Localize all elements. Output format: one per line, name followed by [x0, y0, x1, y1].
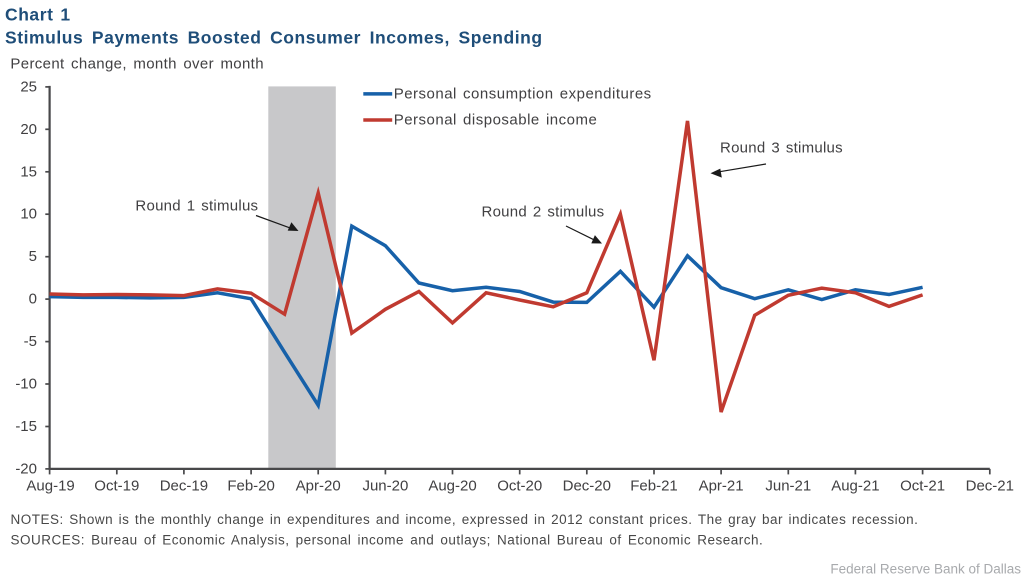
svg-text:Oct-20: Oct-20 [497, 478, 542, 495]
svg-text:20: 20 [20, 121, 37, 138]
svg-text:-10: -10 [15, 376, 37, 393]
svg-text:Oct-19: Oct-19 [94, 478, 139, 495]
svg-text:Round 3 stimulus: Round 3 stimulus [720, 139, 843, 156]
svg-text:Aug-19: Aug-19 [26, 478, 74, 495]
svg-text:Apr-20: Apr-20 [296, 478, 341, 495]
svg-text:Round 2 stimulus: Round 2 stimulus [482, 204, 605, 221]
svg-text:Feb-21: Feb-21 [630, 478, 678, 495]
svg-text:-5: -5 [24, 333, 37, 350]
svg-text:-15: -15 [15, 418, 37, 435]
svg-text:Dec-19: Dec-19 [160, 478, 208, 495]
svg-text:Feb-20: Feb-20 [227, 478, 275, 495]
svg-text:Personal consumption expenditu: Personal consumption expenditures [394, 85, 652, 102]
svg-text:Round 1 stimulus: Round 1 stimulus [135, 198, 258, 215]
svg-text:Personal disposable income: Personal disposable income [394, 111, 598, 128]
svg-text:Federal Reserve Bank of Dallas: Federal Reserve Bank of Dallas [830, 562, 1021, 577]
svg-text:5: 5 [29, 248, 37, 265]
svg-text:Aug-20: Aug-20 [428, 478, 476, 495]
svg-text:Aug-21: Aug-21 [831, 478, 879, 495]
svg-text:Dec-20: Dec-20 [563, 478, 611, 495]
svg-text:Jun-21: Jun-21 [765, 478, 811, 495]
svg-text:Oct-21: Oct-21 [900, 478, 945, 495]
svg-text:Jun-20: Jun-20 [362, 478, 408, 495]
svg-text:0: 0 [29, 291, 37, 308]
svg-text:25: 25 [20, 78, 37, 95]
svg-text:15: 15 [20, 163, 37, 180]
svg-text:Percent change, month over mon: Percent change, month over month [10, 56, 264, 73]
svg-text:Dec-21: Dec-21 [966, 478, 1014, 495]
svg-text:SOURCES: Bureau of Economic An: SOURCES: Bureau of Economic Analysis, pe… [11, 532, 764, 547]
svg-text:Apr-21: Apr-21 [699, 478, 744, 495]
svg-text:Chart 1: Chart 1 [5, 5, 71, 25]
svg-text:NOTES: Shown is the monthly ch: NOTES: Shown is the monthly change in ex… [11, 512, 919, 527]
svg-text:10: 10 [20, 206, 37, 223]
svg-text:-20: -20 [15, 460, 37, 477]
svg-text:Stimulus Payments Boosted Cons: Stimulus Payments Boosted Consumer Incom… [5, 27, 543, 47]
